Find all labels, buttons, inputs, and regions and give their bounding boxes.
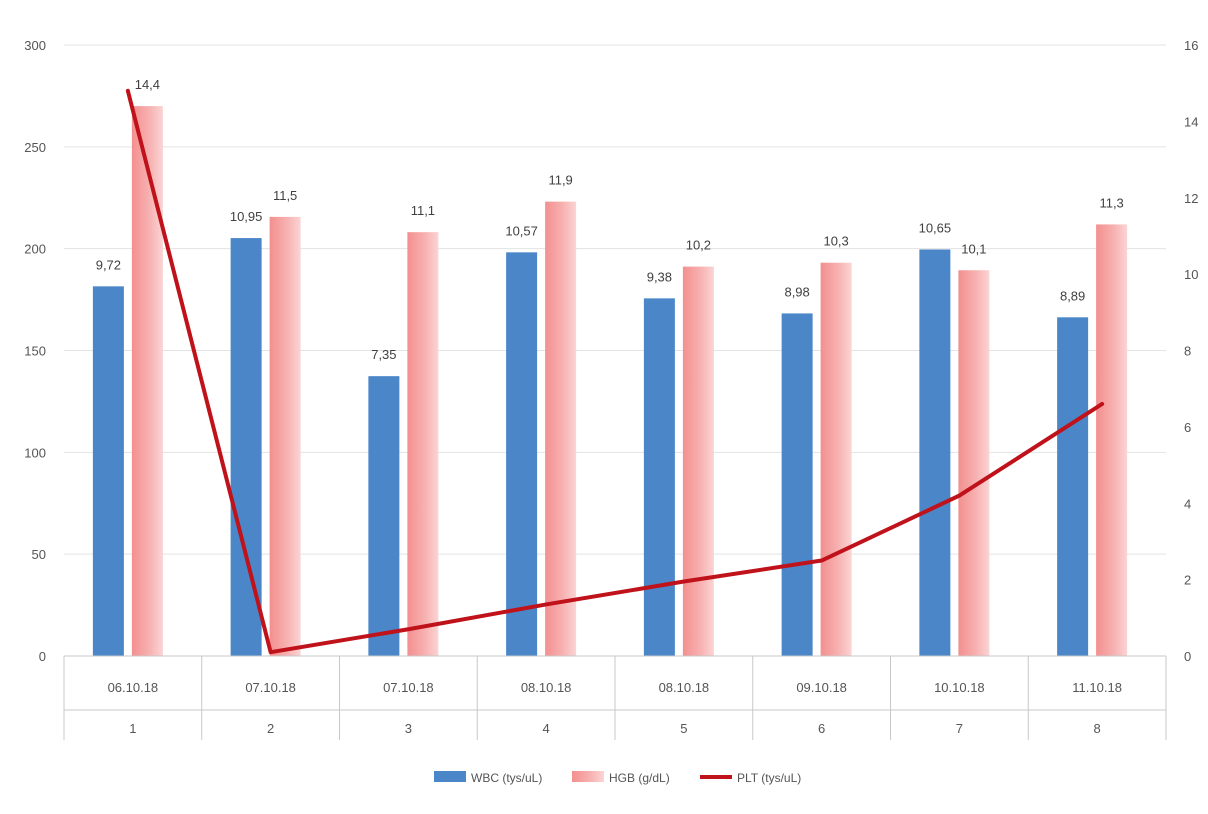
data-labels: 9,72 14,4 10,95 11,5 7,35 11,1 10,57 11,9 9,38 10… <box>96 77 1124 362</box>
hgb-data-label: 14,4 <box>135 77 160 92</box>
x-subcategory-label: 4 <box>543 721 550 736</box>
y-left-tick-label: 0 <box>39 649 46 664</box>
x-subcategory-label: 2 <box>267 721 274 736</box>
hgb-bar <box>958 270 990 656</box>
y-right-tick-label: 4 <box>1184 496 1191 511</box>
hgb-data-label: 10,3 <box>823 234 848 249</box>
y-left-tick-label: 100 <box>24 445 46 460</box>
y-axis-left: 0 50 100 150 200 250 300 <box>24 38 46 664</box>
y-right-tick-label: 14 <box>1184 114 1198 129</box>
wbc-data-label: 9,72 <box>96 257 121 272</box>
y-axis-right: 0 2 4 6 8 10 12 14 16 <box>1184 38 1198 664</box>
wbc-data-label: 10,57 <box>505 223 538 238</box>
plt-point <box>269 650 273 654</box>
x-subcategory-label: 1 <box>129 721 136 736</box>
wbc-data-label: 10,95 <box>230 209 263 224</box>
x-category-label: 06.10.18 <box>108 680 159 695</box>
y-right-tick-label: 8 <box>1184 344 1191 359</box>
legend-label: HGB (g/dL) <box>609 771 670 785</box>
x-subcategory-label: 5 <box>680 721 687 736</box>
wbc-bar <box>92 286 124 656</box>
y-left-tick-label: 150 <box>24 344 46 359</box>
x-category-label: 09.10.18 <box>796 680 847 695</box>
plt-point <box>820 559 824 563</box>
x-axis: 06.10.18 1 07.10.18 2 07.10.18 3 08.10.18 4 08.1… <box>63 655 1167 740</box>
plt-point <box>682 580 686 584</box>
y-left-tick-label: 200 <box>24 242 46 257</box>
wbc-data-label: 10,65 <box>919 220 952 235</box>
plt-point <box>126 89 130 93</box>
x-subcategory-label: 6 <box>818 721 825 736</box>
hgb-bar <box>820 262 852 656</box>
hgb-bar <box>269 216 301 657</box>
x-category-label: 07.10.18 <box>245 680 296 695</box>
plt-point <box>406 627 410 631</box>
x-category-label: 08.10.18 <box>521 680 572 695</box>
legend-label: PLT (tys/uL) <box>737 771 801 785</box>
gridlines <box>64 44 1166 555</box>
y-right-tick-label: 16 <box>1184 38 1198 53</box>
hgb-data-label: 10,2 <box>686 238 711 253</box>
hgb-bar <box>545 201 577 656</box>
y-left-tick-label: 250 <box>24 140 46 155</box>
legend-label: WBC (tys/uL) <box>471 771 542 785</box>
wbc-bar <box>230 238 262 657</box>
wbc-bar <box>506 252 538 656</box>
y-right-tick-label: 2 <box>1184 573 1191 588</box>
bars <box>92 106 1128 657</box>
wbc-bar <box>368 376 400 656</box>
y-left-tick-label: 50 <box>32 547 46 562</box>
plt-point <box>544 602 548 606</box>
hgb-data-label: 11,3 <box>1099 195 1123 210</box>
wbc-bar <box>919 249 951 657</box>
wbc-bar <box>781 313 813 656</box>
y-left-tick-label: 300 <box>24 38 46 53</box>
x-category-label: 07.10.18 <box>383 680 434 695</box>
plt-line <box>125 88 1105 655</box>
x-category-label: 08.10.18 <box>659 680 710 695</box>
y-right-tick-label: 10 <box>1184 267 1198 282</box>
wbc-data-label: 9,38 <box>647 269 672 284</box>
y-right-tick-label: 0 <box>1184 649 1191 664</box>
hgb-data-label: 11,1 <box>411 203 435 218</box>
hgb-bar <box>407 232 439 656</box>
x-category-label: 10.10.18 <box>934 680 985 695</box>
plt-point <box>957 494 961 498</box>
hgb-bar <box>131 106 163 657</box>
x-category-label: 11.10.18 <box>1072 680 1122 695</box>
wbc-data-label: 8,98 <box>784 284 809 299</box>
hgb-bar <box>682 266 714 656</box>
hgb-data-label: 10,1 <box>961 241 986 256</box>
wbc-bar <box>1057 317 1089 656</box>
y-right-tick-label: 12 <box>1184 191 1198 206</box>
plt-point <box>1100 402 1104 406</box>
hgb-data-label: 11,9 <box>548 173 572 188</box>
hgb-bar <box>1096 224 1128 656</box>
hgb-data-label: 11,5 <box>273 188 297 203</box>
x-subcategory-label: 3 <box>405 721 412 736</box>
legend-swatch <box>434 771 466 782</box>
x-subcategory-label: 8 <box>1094 721 1101 736</box>
wbc-data-label: 7,35 <box>371 347 396 362</box>
legend: WBC (tys/uL) HGB (g/dL) PLT (tys/uL) <box>434 771 801 785</box>
x-subcategory-label: 7 <box>956 721 963 736</box>
legend-swatch <box>572 771 604 782</box>
y-right-tick-label: 6 <box>1184 420 1191 435</box>
plt-line-path <box>125 88 1105 655</box>
wbc-data-label: 8,89 <box>1060 288 1085 303</box>
wbc-bar <box>643 298 675 656</box>
